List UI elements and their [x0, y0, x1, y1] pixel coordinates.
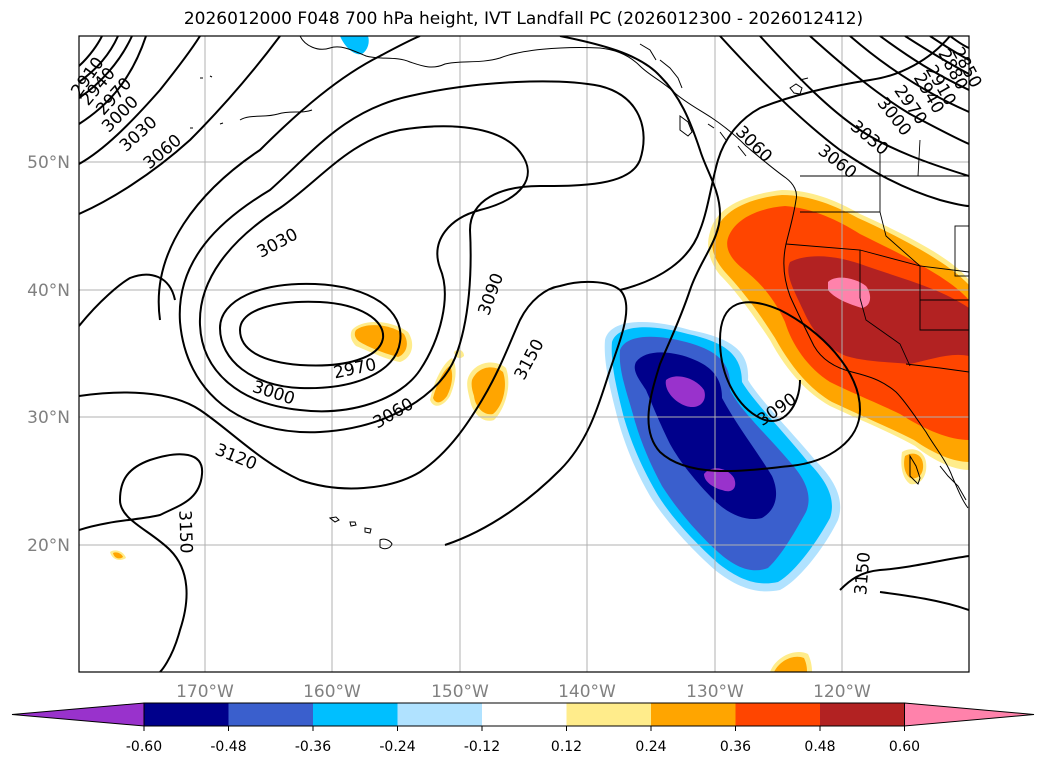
contour-label: 3120	[212, 440, 260, 475]
contour-3030	[198, 125, 529, 413]
colorbar-arrow-low	[11, 702, 145, 727]
ivt-shading	[110, 36, 969, 672]
contour-label: 3090	[475, 271, 509, 318]
lon-label: 130°W	[686, 682, 744, 702]
contour-3120b	[619, 36, 951, 291]
lat-label: 30°N	[27, 408, 70, 428]
colorbar-segment	[482, 703, 567, 726]
height-contours	[79, 36, 969, 672]
contour-3120	[79, 280, 628, 546]
lat-label: 40°N	[27, 281, 70, 301]
lon-label: 140°W	[558, 682, 616, 702]
contour-label: 3150	[851, 551, 875, 596]
contour-3150	[79, 453, 204, 672]
colorbar-segment	[566, 703, 652, 726]
lon-label: 170°W	[176, 682, 234, 702]
colorbar	[11, 702, 1035, 727]
coastlines	[190, 36, 969, 550]
contour-2970	[238, 300, 385, 367]
colorbar-tick-labels: -0.60 -0.48 -0.36 -0.24 -0.12 0.12 0.24 0.36 0.4…	[126, 726, 920, 755]
colorbar-segment	[735, 703, 821, 726]
colorbar-segment	[820, 703, 905, 726]
colorbar-tick-label: 0.12	[551, 739, 582, 755]
colorbar-tick-label: 0.24	[635, 739, 666, 755]
contour-label: 3030	[254, 225, 302, 263]
colorbar-tick-label: 0.48	[804, 739, 835, 755]
contour-3090	[157, 36, 862, 472]
colorbar-segment	[144, 703, 229, 726]
contour-3060	[178, 80, 645, 434]
colorbar-arrow-high	[904, 702, 1035, 727]
contour-3000	[218, 282, 402, 390]
graticule	[79, 36, 969, 672]
colorbar-segment	[651, 703, 736, 726]
contour-label: 3060	[731, 122, 776, 167]
contour-label: 3030	[846, 117, 892, 160]
longitude-labels: 170°W 160°W 150°W 140°W 130°W 120°W	[176, 682, 871, 702]
contour-label: 2970	[332, 355, 378, 384]
lat-label: 20°N	[27, 536, 70, 556]
map-frame	[78, 35, 970, 673]
colorbar-segment	[397, 703, 483, 726]
political-borders	[785, 139, 969, 373]
colorbar-tick-label: -0.12	[464, 739, 500, 755]
colorbar-segment	[313, 703, 398, 726]
contour-label: 3150	[511, 336, 549, 384]
lon-label: 150°W	[431, 682, 489, 702]
colorbar-tick-label: -0.36	[295, 739, 331, 755]
contour-label: 3150	[174, 510, 195, 554]
colorbar-frame	[143, 702, 905, 727]
lon-label: 120°W	[813, 682, 871, 702]
contour-label: 3060	[370, 394, 417, 433]
colorbar-tick-label: -0.48	[210, 739, 246, 755]
latitude-labels: 50°N 40°N 30°N 20°N	[27, 153, 70, 556]
colorbar-tick-label: 0.60	[889, 739, 920, 755]
lat-label: 50°N	[27, 153, 70, 173]
colorbar-segment	[228, 703, 314, 726]
colorbar-tick-label: -0.24	[379, 739, 415, 755]
colorbar-tick-label: -0.60	[126, 739, 162, 755]
colorbar-tick-label: 0.36	[720, 739, 751, 755]
lon-label: 160°W	[303, 682, 361, 702]
map-title: 2026012000 F048 700 hPa height, IVT Land…	[183, 9, 864, 29]
